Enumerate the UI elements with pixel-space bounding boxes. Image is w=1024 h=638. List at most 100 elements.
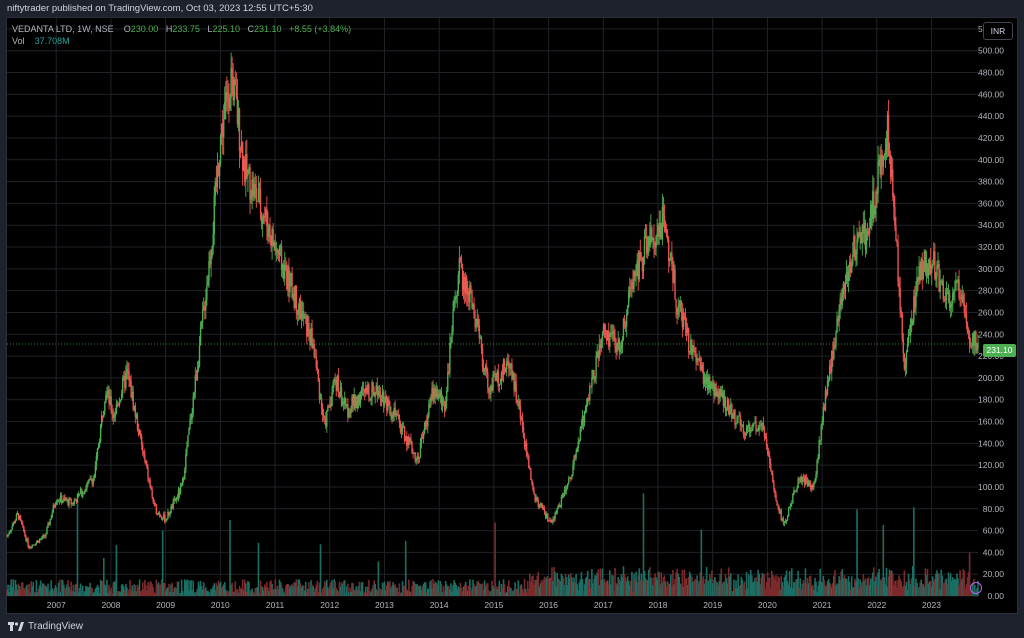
volume-bar — [489, 591, 491, 596]
candle-body — [767, 453, 770, 457]
volume-bar — [236, 589, 239, 596]
volume-bar — [18, 586, 21, 596]
volume-bar — [79, 583, 82, 596]
tradingview-logo-icon[interactable] — [8, 620, 24, 632]
volume-bar — [432, 579, 434, 596]
candle-body — [500, 372, 503, 383]
volume-bar — [886, 586, 889, 596]
volume-bar — [795, 579, 797, 596]
candle-body — [322, 415, 325, 417]
volume-bar — [664, 581, 667, 596]
volume-bar — [430, 580, 432, 596]
candle-body — [855, 254, 857, 260]
volume-bar — [747, 574, 750, 596]
candle-body — [714, 383, 716, 396]
volume-bar — [384, 590, 387, 596]
volume-bar — [499, 591, 502, 596]
volume-bar — [944, 579, 947, 596]
volume-bar — [877, 572, 879, 596]
x-tick-label: 2009 — [156, 600, 175, 610]
volume-bar — [854, 578, 856, 596]
candle-body — [692, 345, 694, 355]
candle-body — [659, 222, 661, 237]
candle-body — [302, 310, 305, 319]
volume-bar — [560, 573, 563, 596]
volume-bar — [581, 579, 584, 596]
candle-body — [61, 495, 63, 503]
volume-bar — [628, 585, 631, 596]
candle-body — [898, 281, 900, 288]
volume-bar — [164, 582, 166, 596]
volume-bar — [661, 582, 664, 596]
candle-body — [105, 394, 107, 403]
volume-bar — [308, 582, 310, 596]
volume-bar — [77, 592, 80, 596]
candle-body — [360, 389, 363, 396]
volume-bar — [395, 587, 398, 596]
volume-bar — [459, 582, 462, 596]
volume-bar — [144, 579, 146, 596]
volume-bar — [774, 579, 776, 596]
candle-body — [478, 325, 481, 339]
candle-body — [953, 291, 955, 294]
volume-bar — [328, 589, 330, 596]
volume-bar — [961, 578, 964, 596]
chart-settings-icon[interactable] — [970, 582, 982, 594]
candle-body — [341, 401, 344, 405]
candle-body — [89, 478, 91, 480]
volume-bar — [152, 587, 155, 596]
tradingview-brand[interactable]: TradingView — [28, 621, 84, 632]
volume-bar — [773, 576, 775, 596]
volume-bar — [120, 584, 123, 596]
candle-body — [878, 159, 880, 162]
volume-bar — [835, 585, 837, 596]
volume-bar — [651, 577, 653, 596]
candle-body — [48, 523, 50, 525]
volume-bar — [701, 579, 704, 596]
candle-body — [411, 441, 413, 454]
volume-bar — [897, 579, 899, 596]
volume-bar — [642, 493, 645, 596]
volume-bar — [724, 574, 727, 596]
volume-bar — [556, 572, 558, 596]
volume-bar — [513, 589, 515, 596]
candle-body — [193, 392, 195, 397]
volume-bar — [526, 581, 529, 596]
candle-body — [883, 154, 886, 157]
volume-bar — [128, 589, 130, 596]
currency-button[interactable]: INR — [983, 22, 1013, 40]
candle-body — [896, 240, 898, 243]
candle-body — [280, 245, 283, 271]
volume-bar — [133, 584, 136, 596]
volume-bar — [293, 581, 295, 596]
volume-bar — [841, 569, 844, 596]
candle-body — [695, 356, 697, 362]
candle-body — [416, 456, 418, 460]
volume-bar — [539, 583, 542, 596]
volume-bar — [93, 591, 96, 596]
candle-body — [850, 261, 852, 273]
volume-bar — [963, 570, 966, 596]
volume-bar — [200, 585, 203, 596]
symbol-legend: VEDANTA LTD, 1W, NSE O230.00 H233.75 L22… — [12, 24, 351, 34]
volume-bar — [441, 592, 444, 596]
volume-bar — [456, 589, 459, 596]
volume-bar — [177, 581, 180, 596]
candle-body — [709, 376, 711, 389]
volume-bar — [754, 578, 756, 596]
candle-body — [787, 507, 790, 517]
volume-bar — [319, 544, 322, 596]
candle-body — [370, 398, 372, 401]
x-tick-label: 2017 — [594, 600, 613, 610]
candle-body — [227, 92, 229, 100]
volume-bar — [37, 588, 40, 596]
candle-body — [528, 455, 530, 468]
volume-bar — [772, 575, 774, 596]
volume-bar — [355, 586, 358, 596]
y-tick-label: 360.00 — [978, 198, 1004, 208]
volume-bar — [868, 584, 871, 596]
candle-body — [249, 167, 251, 200]
candle-body — [639, 251, 642, 259]
volume-bar — [415, 584, 418, 596]
